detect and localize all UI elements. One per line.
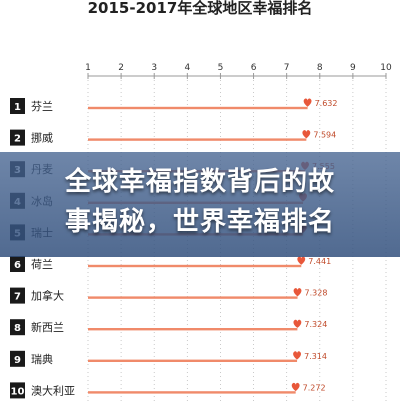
value-bar [88,328,298,331]
value-label: 7.324 [304,320,327,329]
rank-number: 10 [11,386,25,397]
rank-box [10,98,25,114]
heart-icon [303,98,312,107]
x-tick-label: 1 [85,63,91,73]
value-bar [88,296,298,299]
x-tick-label: 3 [151,63,157,73]
chart-title: 2015-2017年全球地区幸福排名 [87,0,313,17]
rank-number: 9 [14,355,21,366]
value-bar [88,391,296,394]
x-tick-label: 10 [380,63,392,73]
value-label: 7.272 [303,383,326,392]
rank-box [10,350,25,367]
country-label: 芬兰 [31,100,53,113]
rank-number: 2 [14,134,21,145]
headline-line-2: 事揭秘，世界幸福排名 [64,207,335,237]
value-label: 7.632 [315,99,338,108]
rank-box [10,256,25,272]
x-tick-label: 2 [118,63,124,73]
rank-box [10,382,25,399]
country-label: 澳大利亚 [31,383,75,397]
country-label: 新西兰 [31,320,64,334]
value-label: 7.314 [304,352,327,361]
rank-number: 1 [14,102,21,113]
heart-icon [297,256,306,265]
x-tick-label: 6 [251,63,257,73]
x-tick-label: 5 [218,63,224,73]
country-label: 荷兰 [31,258,53,271]
heart-icon [293,351,301,360]
rank-number: 8 [14,323,21,334]
heart-icon [293,319,302,328]
rank-number: 7 [14,292,21,303]
value-label: 7.594 [313,131,336,140]
value-bar [88,264,302,268]
headline-line-1: 全球幸福指数背后的故 [64,167,335,197]
rank-box [10,319,25,336]
country-label: 挪威 [31,131,53,145]
x-tick-label: 8 [317,63,323,73]
country-label: 瑞典 [31,352,53,366]
value-bar [88,359,298,362]
value-label: 7.441 [308,257,331,266]
value-bar [88,138,307,141]
x-tick-label: 7 [284,63,290,73]
headline-banner [0,152,400,257]
heart-icon [293,288,302,297]
heart-icon [291,382,300,392]
country-label: 加拿大 [31,289,64,303]
heart-icon [302,130,311,139]
value-bar [88,106,308,110]
rank-box [10,287,25,304]
rank-number: 6 [14,260,21,271]
value-label: 7.328 [305,289,328,298]
rank-box [10,129,25,146]
x-tick-label: 4 [184,63,190,73]
x-tick-label: 9 [350,63,356,73]
